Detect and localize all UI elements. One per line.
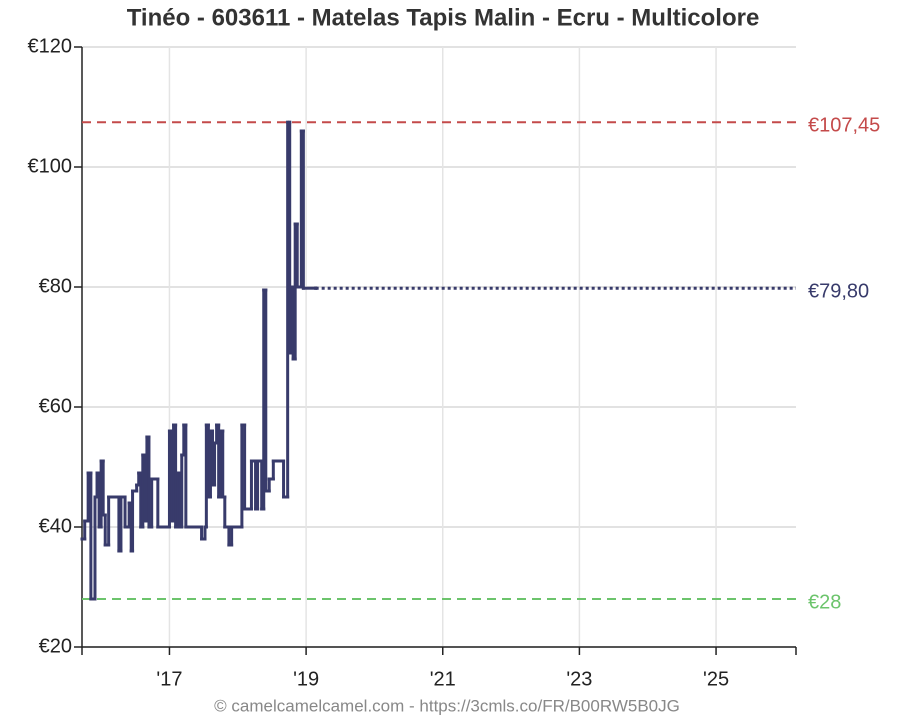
x-tick-label: '17	[156, 668, 182, 690]
y-tick-label: €100	[28, 155, 73, 177]
reference-label: €79,80	[808, 280, 869, 302]
y-tick-label: €20	[39, 635, 72, 657]
x-tick-label: '19	[293, 668, 319, 690]
y-tick-label: €120	[28, 35, 73, 57]
reference-label: €28	[808, 591, 841, 613]
reference-label: €107,45	[808, 115, 880, 137]
y-tick-label: €60	[39, 395, 72, 417]
x-tick-label: '21	[430, 668, 456, 690]
y-tick-label: €80	[39, 275, 72, 297]
footer: © camelcamelcamel.com - https://3cmls.co…	[214, 696, 680, 715]
chart-title: Tinéo - 603611 - Matelas Tapis Malin - E…	[127, 4, 760, 31]
x-tick-label: '23	[566, 668, 592, 690]
y-tick-label: €40	[39, 515, 72, 537]
x-tick-label: '25	[703, 668, 729, 690]
